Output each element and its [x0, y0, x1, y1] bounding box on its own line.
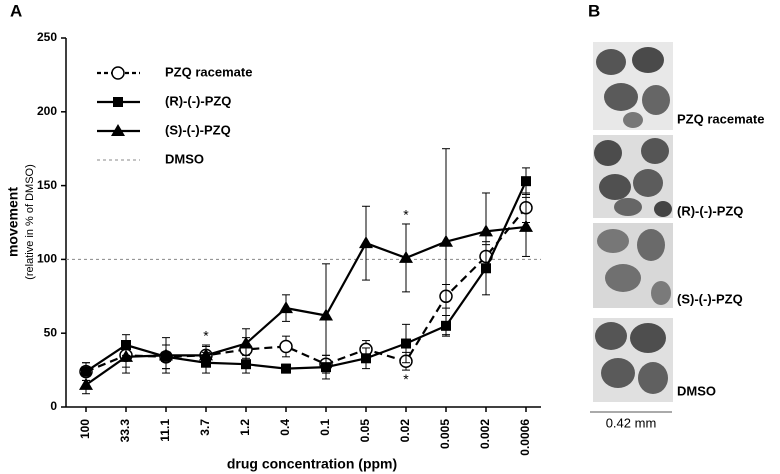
x-tick-label: 100: [78, 419, 92, 439]
x-tick-label: 3.7: [198, 419, 212, 436]
marker: [113, 97, 123, 107]
y-axis-subtitle: (relative in % of DMSO): [24, 164, 36, 280]
marker: [111, 66, 125, 80]
image-label: (S)-(-)-PZQ: [677, 291, 743, 306]
series: [79, 148, 533, 395]
image-label: PZQ racemate: [677, 111, 764, 126]
marker: [159, 348, 173, 361]
marker: [279, 301, 293, 314]
y-tick-label: 200: [37, 104, 57, 118]
annotation: *: [403, 207, 409, 223]
marker: [79, 377, 93, 390]
x-tick-label: 33.3: [118, 419, 132, 443]
x-tick-label: 0.4: [278, 419, 292, 436]
marker: [519, 219, 533, 232]
marker: [119, 349, 133, 362]
micrograph: [593, 223, 673, 308]
x-tick-label: 0.0006: [518, 419, 532, 456]
marker: [361, 353, 371, 364]
y-tick-label: 250: [37, 30, 57, 44]
marker: [399, 250, 413, 263]
image-label: DMSO: [677, 383, 716, 398]
y-axis-title: movement: [5, 187, 21, 257]
x-tick-label: 0.02: [398, 419, 412, 443]
x-tick-label: 0.002: [478, 419, 492, 449]
micrographs: [593, 42, 673, 402]
marker: [279, 339, 293, 354]
image-label: (R)-(-)-PZQ: [677, 203, 743, 218]
legend-label: (S)-(-)-PZQ: [165, 122, 231, 137]
y-tick-label: 150: [37, 178, 57, 192]
legend-label: PZQ racemate: [165, 64, 252, 79]
x-tick-label: 1.2: [238, 419, 252, 436]
marker: [319, 308, 333, 321]
y-tick-label: 100: [37, 252, 57, 266]
scale-bar-label: 0.42 mm: [606, 415, 657, 430]
marker: [359, 236, 373, 249]
legend-label: DMSO: [165, 151, 204, 166]
series-line: [85, 180, 527, 373]
x-tick-label: 0.05: [358, 419, 372, 443]
annotation: *: [203, 328, 209, 344]
series-line: [85, 225, 527, 386]
series: [81, 167, 531, 381]
marker: [401, 338, 411, 349]
marker: [479, 224, 493, 237]
micrograph: [593, 318, 673, 402]
legend-label: (R)-(-)-PZQ: [165, 93, 231, 108]
marker: [81, 366, 91, 377]
marker: [241, 359, 251, 370]
series-line: [85, 207, 527, 373]
x-axis-title: drug concentration (ppm): [227, 456, 397, 472]
x-tick-label: 0.005: [438, 419, 452, 449]
marker: [439, 234, 453, 247]
marker: [111, 124, 125, 136]
annotation: *: [403, 371, 409, 387]
y-tick-label: 0: [50, 399, 57, 413]
panel-label: B: [588, 1, 600, 20]
micrograph: [593, 42, 673, 130]
micrograph: [593, 135, 673, 218]
marker: [239, 336, 253, 349]
x-tick-label: 0.1: [318, 419, 332, 436]
panel-label: A: [10, 1, 22, 20]
marker: [199, 348, 213, 361]
marker: [281, 363, 291, 374]
y-tick-label: 50: [44, 325, 58, 339]
marker: [521, 176, 531, 187]
x-tick-label: 11.1: [158, 419, 172, 442]
